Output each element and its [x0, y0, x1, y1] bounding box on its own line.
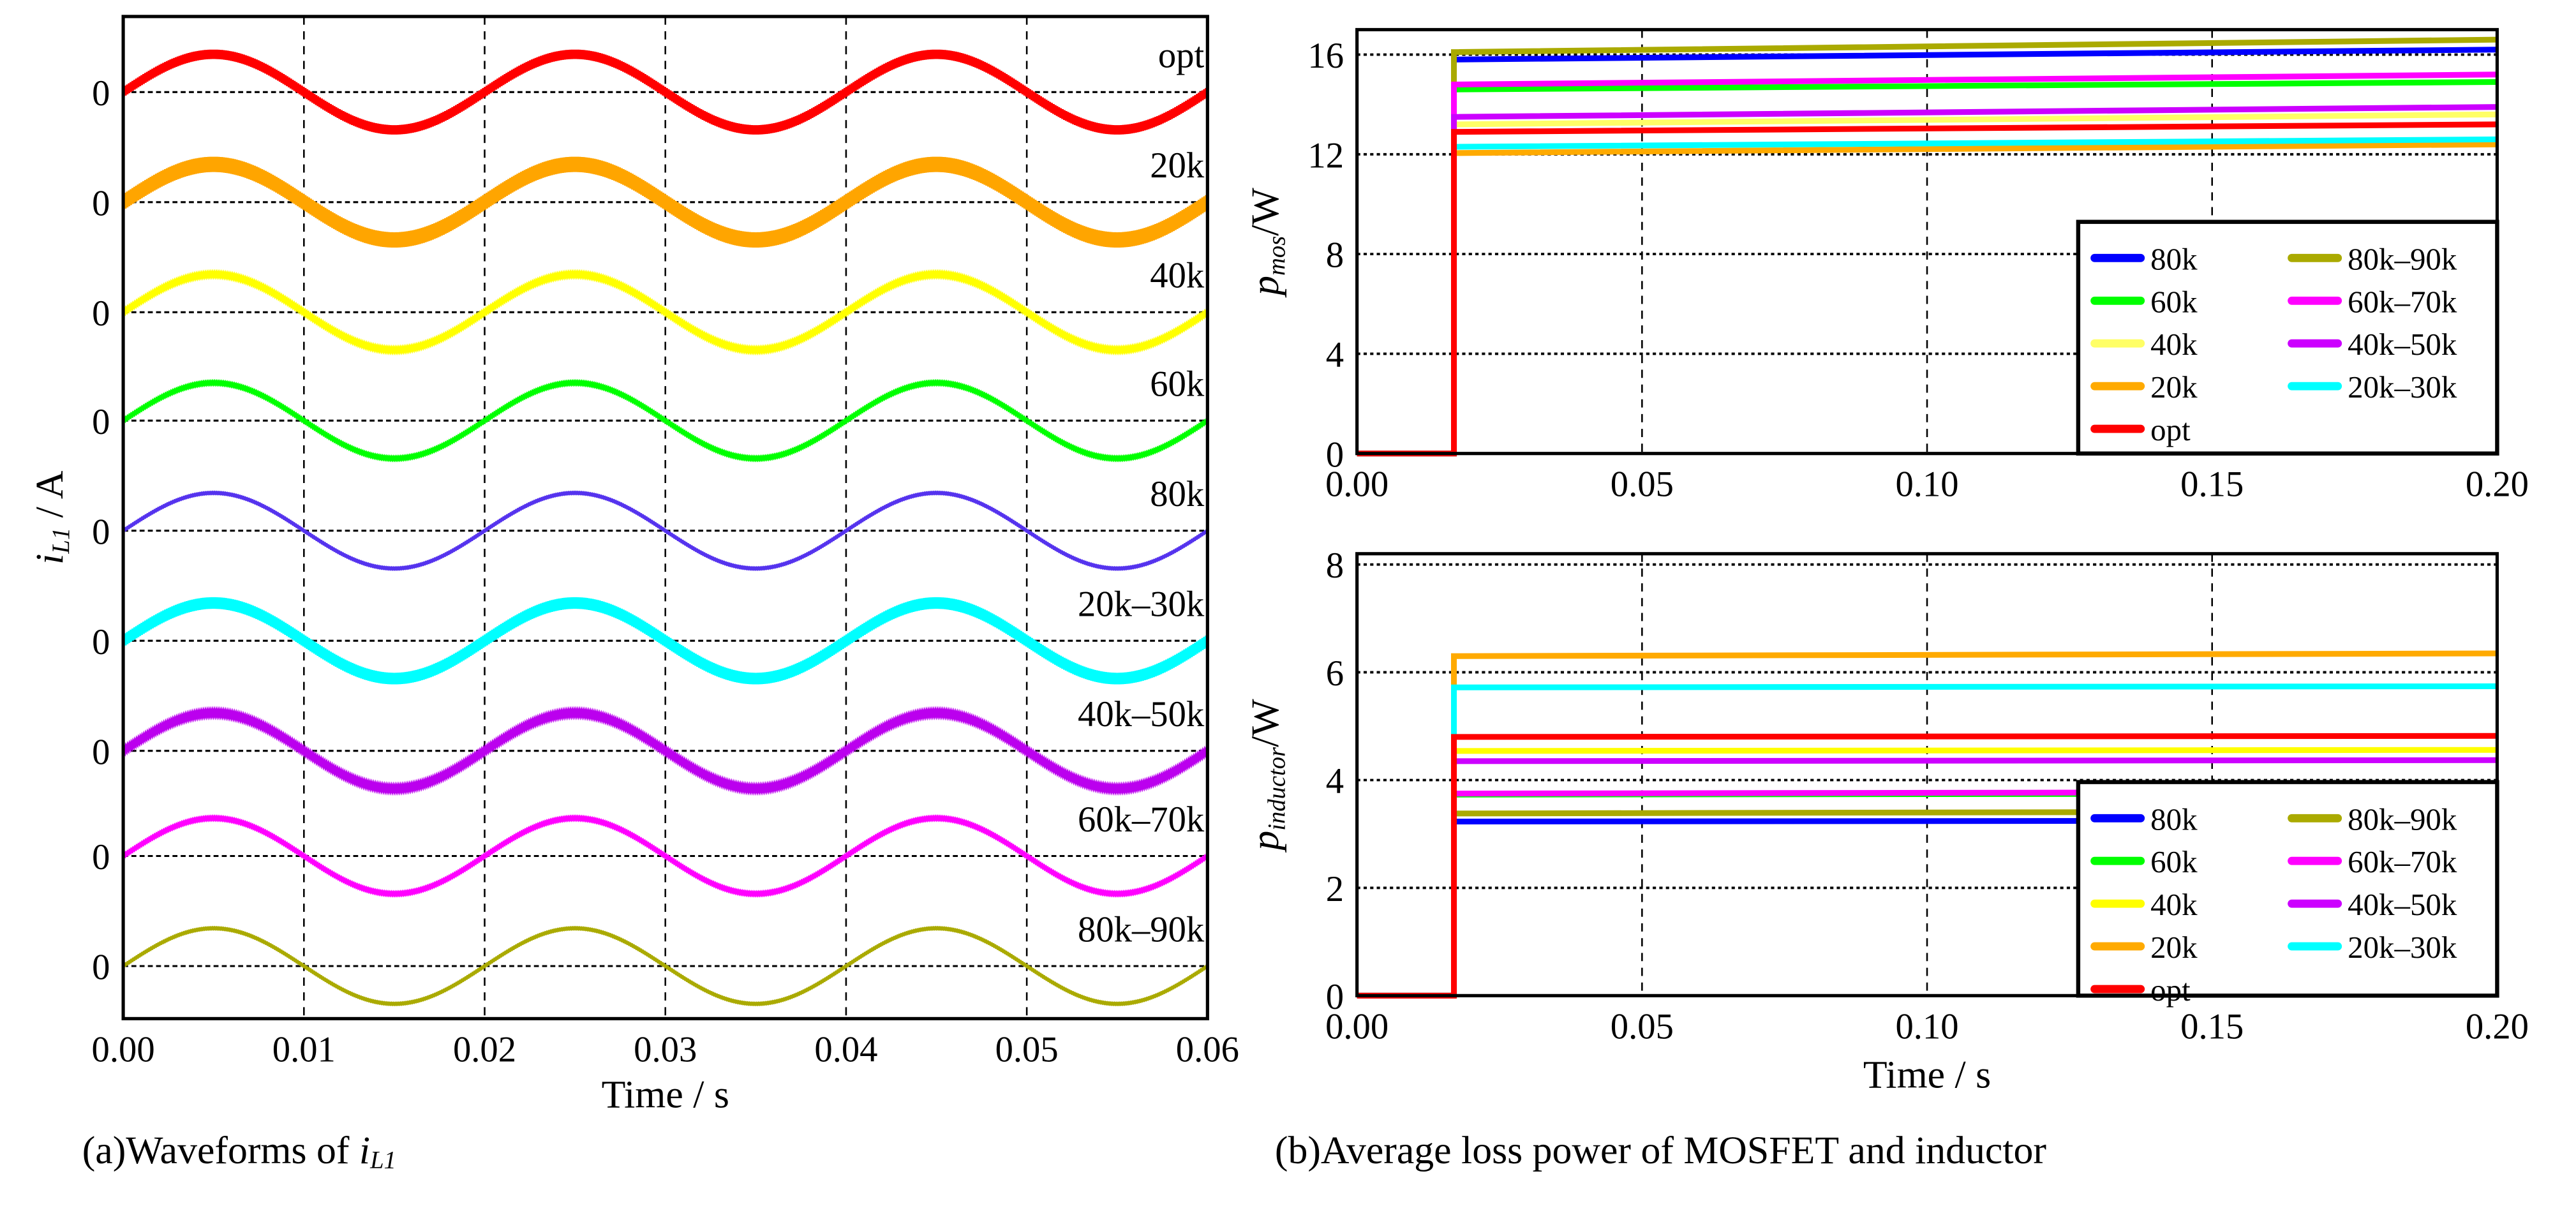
legend-label: 20k — [2150, 930, 2198, 965]
y-tick-label: 0 — [1326, 978, 1344, 1017]
y-label-var: i — [28, 554, 71, 565]
y-tick-label: 0 — [92, 184, 110, 223]
waveform-20k–30k — [121, 597, 1209, 685]
y-tick-label: 12 — [1307, 136, 1344, 175]
x-tick-label: 0.10 — [1895, 465, 1958, 505]
y-label-unit: /W — [1244, 699, 1287, 747]
waveform-60k–70k — [121, 814, 1209, 898]
x-tick-label: 0.00 — [1325, 465, 1389, 505]
x-tick-label: 0.03 — [634, 1030, 697, 1069]
y-label-sub: mos — [1263, 236, 1290, 276]
x-tick-label: 0.15 — [2180, 1007, 2244, 1046]
y-tick-label: 6 — [1326, 654, 1344, 694]
waveform-60k — [121, 378, 1209, 463]
x-tick-label: 0.06 — [1176, 1030, 1239, 1069]
panel-a-waveforms: 0.00 0.01 0.02 0.03 0.04 0.05 0.06 0 opt 0 20k 0 40k… — [28, 15, 1239, 1116]
series-label: 40k — [1150, 257, 1205, 296]
x-tick-label: 0.05 — [1611, 1007, 1674, 1046]
y-axis-label: pinductor/W — [1244, 699, 1290, 853]
y-tick-label: 0 — [92, 403, 110, 442]
legend-label: 60k–70k — [2348, 844, 2457, 879]
x-tick-label: 0.10 — [1895, 1007, 1958, 1046]
legend-label: 80k–90k — [2348, 801, 2457, 837]
legend-label: 60k — [2150, 284, 2198, 319]
y-tick-label: 8 — [1326, 546, 1344, 586]
y-label-unit: / A — [28, 470, 71, 528]
legend-label: 80k — [2150, 801, 2198, 837]
x-tick-label: 0.04 — [814, 1030, 877, 1069]
plot-frame — [1355, 27, 2499, 456]
y-tick-label: 0 — [92, 948, 110, 988]
y-axis-label: pmos/W — [1244, 188, 1290, 298]
y-tick-label: 0 — [92, 733, 110, 772]
legend-label: 80k — [2150, 241, 2198, 276]
y-tick-label: 0 — [92, 294, 110, 334]
x-tick-label: 0.20 — [2466, 1007, 2529, 1046]
waveform-20k — [121, 156, 1209, 248]
series-label: 60k — [1150, 365, 1205, 405]
legend-label: 60k–70k — [2348, 284, 2457, 319]
legend-box — [2076, 780, 2499, 998]
y-label-var: p — [1244, 276, 1287, 298]
series-label: 20k — [1150, 146, 1205, 186]
series-label: 40k–50k — [1078, 695, 1205, 734]
series-label: 80k — [1150, 475, 1205, 514]
y-tick-label: 0 — [1326, 435, 1344, 475]
series-label: 80k–90k — [1078, 910, 1205, 949]
legend-label: 20k — [2150, 369, 2198, 405]
legend-label: 40k — [2150, 327, 2198, 362]
legend-label: 40k–50k — [2348, 887, 2457, 922]
x-tick-label: 0.02 — [453, 1030, 516, 1069]
series-label: 60k–70k — [1078, 800, 1205, 840]
x-tick-label: 0.20 — [2466, 465, 2529, 505]
y-tick-label: 0 — [92, 838, 110, 877]
x-tick-label: 0.01 — [272, 1030, 336, 1069]
x-tick-label: 0.15 — [2180, 465, 2244, 505]
panel-b-caption: (b)Average loss power of MOSFET and indu… — [1275, 1129, 2047, 1172]
y-tick-label: 2 — [1326, 870, 1344, 909]
legend-label: 20k–30k — [2348, 369, 2457, 405]
series-label: 20k–30k — [1078, 585, 1205, 625]
legend-label: 60k — [2150, 844, 2198, 879]
panel-a-caption: (a)Waveforms of iL1 — [82, 1129, 396, 1174]
y-tick-label: 0 — [92, 512, 110, 552]
x-axis-label: Time / s — [1863, 1053, 1991, 1097]
legend-label: 40k–50k — [2348, 327, 2457, 362]
y-tick-label: 0 — [92, 74, 110, 114]
x-tick-label: 0.05 — [995, 1030, 1059, 1069]
panel-b-inductor-loss: 0.00 0.05 0.10 0.15 0.20 0 2 4 6 8 80k 80k–90k 60k 60… — [1244, 546, 2529, 1096]
legend-box — [2076, 220, 2499, 456]
y-label-sub: L1 — [48, 528, 75, 555]
panel-b-mosfet-loss: 0.00 0.05 0.10 0.15 0.20 0 4 8 12 16 80k 80k–90k 60k… — [1244, 27, 2529, 505]
plot-frame — [121, 15, 1209, 1020]
plot-frame — [1355, 552, 2499, 997]
x-tick-label: 0.05 — [1611, 465, 1674, 505]
x-tick-label: 0.00 — [92, 1030, 155, 1069]
legend-label: 20k–30k — [2348, 930, 2457, 965]
y-tick-label: 4 — [1326, 762, 1344, 801]
y-tick-label: 8 — [1326, 236, 1344, 276]
legend-label: 80k–90k — [2348, 241, 2457, 276]
legend-label: 40k — [2150, 887, 2198, 922]
legend: 80k 80k–90k 60k 60k–70k 40k 40k–50k 20k 20k–30k… — [2076, 220, 2499, 456]
y-label-var: p — [1244, 831, 1287, 853]
series-label: opt — [1158, 36, 1205, 76]
waveform-80k–90k — [121, 925, 1209, 1007]
legend: 80k 80k–90k 60k 60k–70k 40k 40k–50k 20k 20k–30k… — [2076, 780, 2499, 1008]
x-tick-label: 0.00 — [1325, 1007, 1389, 1046]
legend-label: opt — [2150, 972, 2191, 1008]
x-axis-label: Time / s — [602, 1073, 729, 1116]
waveform-80k — [121, 490, 1209, 571]
legend-label: opt — [2150, 412, 2191, 447]
waveform-40k — [121, 269, 1209, 356]
waveform-opt — [121, 49, 1209, 135]
y-tick-label: 16 — [1307, 36, 1344, 76]
y-label-sub: inductor — [1263, 747, 1290, 831]
y-label-unit: /W — [1244, 188, 1287, 236]
y-tick-label: 4 — [1326, 336, 1344, 375]
y-axis-label: iL1 / A — [28, 470, 75, 565]
waveform-40k–50k — [121, 706, 1209, 796]
y-tick-label: 0 — [92, 623, 110, 662]
